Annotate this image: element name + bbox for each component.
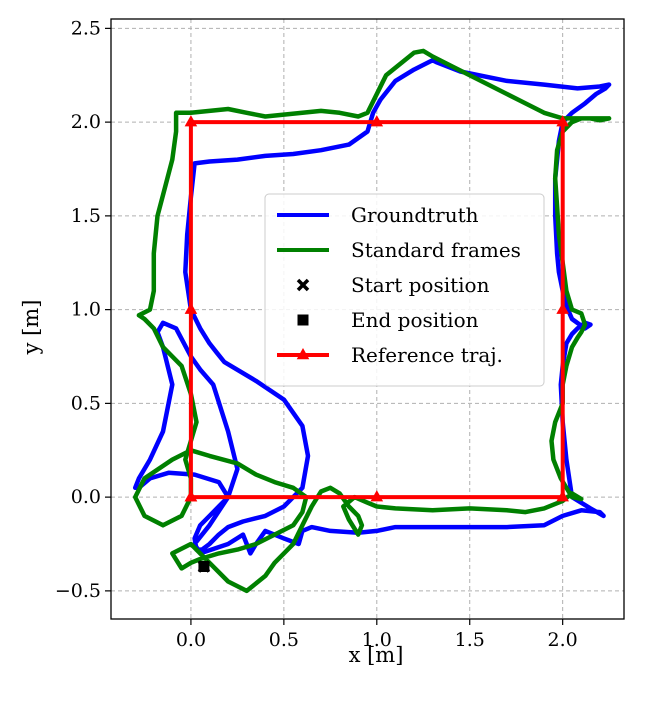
x-axis-ticks: 0.0 0.5 1.0 1.5 2.0 bbox=[176, 619, 578, 651]
legend: Groundtruth Standard frames Start position… bbox=[264, 193, 545, 387]
legend-item: Groundtruth bbox=[277, 203, 479, 227]
reference-marker bbox=[556, 302, 569, 314]
series-line bbox=[132, 57, 612, 556]
y-axis-ticks: −0.5 0.0 0.5 1.0 1.5 2.0 2.5 bbox=[55, 17, 111, 602]
legend-label: Standard frames bbox=[351, 238, 521, 262]
legend-triangle bbox=[296, 348, 310, 360]
legend-item: Standard frames bbox=[277, 238, 521, 262]
y-tick-label: 1.0 bbox=[71, 299, 101, 321]
y-tick-label: 2.0 bbox=[71, 111, 101, 133]
y-tick-label: 0.5 bbox=[71, 392, 101, 414]
y-tick-label: −0.5 bbox=[55, 580, 101, 602]
legend-x-marker bbox=[296, 278, 310, 292]
legend-label: Start position bbox=[351, 273, 490, 297]
plot-frame bbox=[110, 18, 625, 620]
y-axis-label: y [m] bbox=[19, 300, 43, 356]
reference-marker bbox=[184, 490, 198, 502]
y-tick-label: 2.5 bbox=[71, 17, 101, 39]
x-tick-label: 1.0 bbox=[362, 629, 392, 651]
series-reference-traj- bbox=[184, 115, 569, 502]
legend-label: Groundtruth bbox=[351, 203, 479, 227]
legend-label: End position bbox=[351, 308, 479, 332]
series-layer bbox=[132, 48, 612, 594]
x-tick-label: 0.0 bbox=[176, 629, 206, 651]
reference-marker bbox=[184, 302, 198, 314]
x-tick-label: 2.0 bbox=[548, 629, 578, 651]
y-tick-label: 1.5 bbox=[71, 205, 101, 227]
series-standard-frames bbox=[132, 48, 612, 594]
reference-marker bbox=[556, 115, 569, 127]
end-position-marker bbox=[198, 561, 210, 572]
points-layer bbox=[197, 560, 211, 573]
x-tick-label: 1.5 bbox=[455, 629, 485, 651]
series-line bbox=[132, 48, 612, 594]
reference-marker bbox=[184, 115, 198, 127]
reference-marker bbox=[370, 490, 384, 502]
legend-item: End position bbox=[297, 308, 479, 332]
legend-item: Start position bbox=[296, 273, 490, 297]
legend-box bbox=[264, 193, 545, 387]
reference-marker bbox=[370, 115, 384, 127]
legend-item: Reference traj. bbox=[277, 343, 503, 367]
legend-label: Reference traj. bbox=[351, 343, 503, 367]
x-tick-label: 0.5 bbox=[269, 629, 299, 651]
x-axis-label: x [m] bbox=[349, 643, 404, 667]
legend-square-marker bbox=[297, 314, 309, 326]
series-groundtruth bbox=[132, 57, 612, 556]
y-tick-label: 0.0 bbox=[71, 486, 101, 508]
reference-marker bbox=[556, 490, 569, 502]
